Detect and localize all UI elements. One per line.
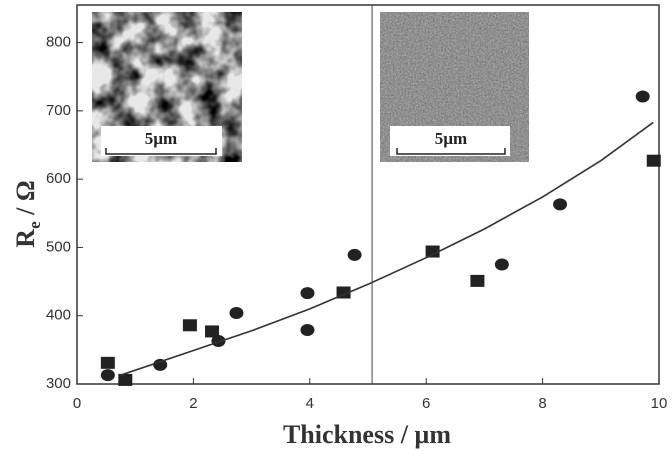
circle-marker	[636, 91, 650, 103]
y-label-rest: / Ω	[11, 180, 40, 221]
circle-marker	[348, 249, 362, 261]
y-tick-label: 600	[46, 170, 71, 187]
y-axis-label: Re / Ω	[11, 180, 44, 247]
circle-marker	[229, 307, 243, 319]
y-tick-label: 800	[46, 34, 71, 51]
x-tick-label: 4	[306, 395, 314, 412]
square-marker	[101, 357, 115, 369]
x-axis-label: Thickness / µm	[283, 420, 451, 449]
inset-label: 5µm	[435, 129, 467, 148]
y-tick-label: 300	[46, 375, 71, 392]
x-tick-label: 0	[73, 395, 81, 412]
square-marker	[470, 275, 484, 287]
square-marker	[183, 319, 197, 331]
inset-label: 5µm	[145, 129, 177, 148]
chart: 5µm 5µm Thickness / µm Re / Ω 0 2 4 6 8 10 300…	[0, 0, 672, 449]
x-tick-label: 6	[422, 395, 430, 412]
square-marker	[118, 374, 132, 386]
y-tick-label: 400	[46, 307, 71, 324]
x-tick-label: 10	[651, 395, 668, 412]
circle-marker	[300, 324, 314, 336]
x-tick-label: 2	[189, 395, 197, 412]
circle-marker	[553, 198, 567, 210]
y-label-main: R	[11, 229, 40, 248]
circle-marker	[101, 369, 115, 381]
square-marker	[647, 155, 661, 167]
x-tick-label: 8	[538, 395, 546, 412]
plot-area: 5µm 5µm	[92, 12, 529, 162]
y-tick-label: 700	[46, 102, 71, 119]
y-tick-label: 500	[46, 238, 71, 255]
square-marker	[205, 325, 219, 337]
circle-marker	[495, 258, 509, 270]
circle-marker	[300, 287, 314, 299]
